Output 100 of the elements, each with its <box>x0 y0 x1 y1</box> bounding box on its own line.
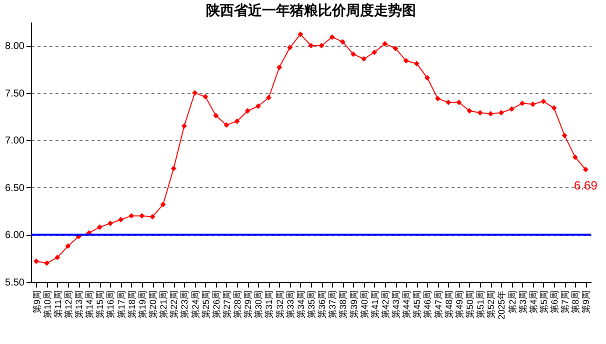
x-tick-label: 第42周 <box>380 290 390 319</box>
point <box>350 51 356 57</box>
x-tick-label: 第36周 <box>317 290 328 319</box>
point <box>498 110 504 116</box>
x-tick-label: 第50周 <box>464 290 475 319</box>
point <box>477 110 483 116</box>
point <box>509 106 514 112</box>
x-tick-label: 第26周 <box>211 290 222 319</box>
x-tick-label: 第16周 <box>106 290 116 319</box>
x-tick-label: 第33周 <box>285 290 296 319</box>
point <box>244 108 250 114</box>
x-tick-label: 第9周 <box>32 290 42 314</box>
x-tick-label: 第32周 <box>274 290 285 319</box>
point <box>202 94 208 100</box>
x-tick-label: 第47周 <box>433 290 444 319</box>
x-tick-label: 第12周 <box>63 290 74 319</box>
x-tick-label: 第18周 <box>126 290 137 319</box>
x-tick-label: 第52周 <box>486 290 496 319</box>
x-tick-label: 第22周 <box>169 290 180 319</box>
data-label: 6.69 <box>574 178 598 192</box>
y-tick-label: 6.50 <box>5 182 25 194</box>
point <box>139 213 145 219</box>
x-tick-label: 第29周 <box>243 290 254 319</box>
point <box>65 243 71 249</box>
point <box>372 50 378 55</box>
point <box>520 100 526 106</box>
x-tick-label: 第9周 <box>581 290 592 314</box>
point <box>403 58 409 64</box>
point <box>54 254 60 260</box>
x-tick-label: 2025年 <box>496 290 507 320</box>
x-tick-label: 第20周 <box>148 290 158 319</box>
point <box>160 202 166 208</box>
x-tick-label: 第28周 <box>232 290 243 319</box>
x-tick-label: 第43周 <box>391 290 402 319</box>
x-tick-label: 第7周 <box>560 290 570 314</box>
x-tick-label: 第17周 <box>116 290 126 319</box>
point <box>435 96 441 102</box>
point <box>224 122 230 128</box>
point <box>34 258 40 264</box>
point <box>213 112 219 118</box>
x-tick-label: 第39周 <box>348 290 359 319</box>
point <box>234 118 240 124</box>
x-tick-label: 第40周 <box>359 290 370 319</box>
point <box>562 132 568 138</box>
point <box>582 166 588 172</box>
point <box>466 108 472 114</box>
x-tick-label: 第24周 <box>190 290 200 319</box>
point <box>572 154 578 160</box>
y-tick-label: 7.50 <box>5 88 25 100</box>
point <box>108 220 113 226</box>
x-tick-label: 第10周 <box>42 290 52 319</box>
x-tick-label: 第41周 <box>370 290 380 319</box>
x-tick-label: 第27周 <box>222 290 232 319</box>
x-tick-label: 第30周 <box>254 290 264 319</box>
point <box>382 41 388 46</box>
x-tick-label: 第13周 <box>74 290 84 319</box>
point <box>361 56 367 62</box>
point <box>446 100 452 106</box>
x-tick-label: 第31周 <box>264 290 274 319</box>
x-tick-label: 第15周 <box>95 290 106 319</box>
point <box>308 42 314 48</box>
point <box>298 32 304 38</box>
point <box>540 98 546 104</box>
x-tick-label: 第11周 <box>52 290 63 318</box>
point <box>530 102 536 107</box>
x-tick-label: 第37周 <box>328 290 338 319</box>
point <box>96 224 102 230</box>
x-tick-label: 第21周 <box>158 290 169 319</box>
x-tick-label: 第5周 <box>538 290 549 314</box>
x-tick-label: 第38周 <box>338 290 348 319</box>
x-tick-label: 第44周 <box>402 290 412 319</box>
point <box>456 100 462 106</box>
point <box>255 103 261 109</box>
y-tick-label: 6.00 <box>5 230 25 242</box>
y-tick-label: 7.00 <box>5 136 25 147</box>
x-tick-label: 第23周 <box>180 290 190 319</box>
x-tick-label: 第48周 <box>444 290 454 319</box>
x-tick-label: 第25周 <box>200 290 211 319</box>
x-tick-label: 第6周 <box>550 290 560 314</box>
point <box>44 260 50 266</box>
x-tick-label: 第49周 <box>454 290 464 319</box>
x-tick-label: 第14周 <box>84 290 95 319</box>
point <box>181 123 187 129</box>
x-tick-label: 第46周 <box>422 290 433 319</box>
x-tick-label: 第35周 <box>306 290 316 319</box>
point <box>150 214 156 220</box>
x-tick-label: 第34周 <box>296 290 306 319</box>
point <box>287 44 293 50</box>
point <box>392 46 398 52</box>
point <box>551 105 557 111</box>
point <box>170 166 176 172</box>
point <box>340 39 346 45</box>
x-tick-label: 第4周 <box>528 290 538 314</box>
point <box>128 213 134 219</box>
x-tick-label: 第51周 <box>476 290 486 319</box>
y-tick-label: 5.50 <box>5 278 25 288</box>
point <box>488 110 494 116</box>
y-tick-label: 8.00 <box>5 41 25 52</box>
point <box>424 75 430 81</box>
point <box>414 60 420 66</box>
